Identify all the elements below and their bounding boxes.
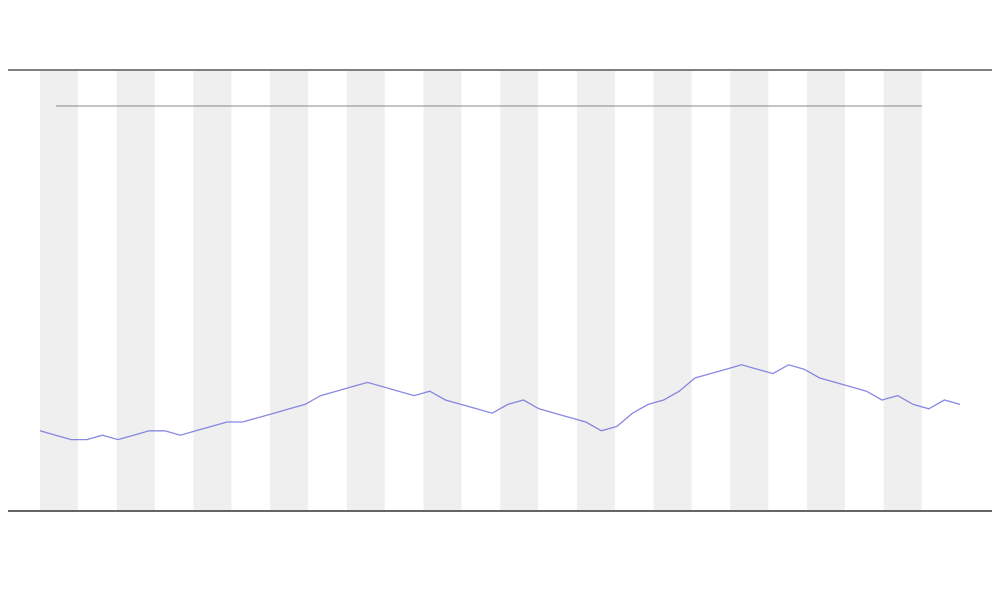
band [807,71,845,511]
band [653,71,692,511]
bands [40,71,922,511]
band [423,71,462,511]
line [39,364,961,441]
band [346,71,385,511]
band [576,71,615,511]
band [270,71,309,511]
band [500,71,539,511]
band [116,71,155,511]
band [883,71,922,511]
band [193,71,232,511]
band [730,71,769,511]
band [40,71,78,511]
